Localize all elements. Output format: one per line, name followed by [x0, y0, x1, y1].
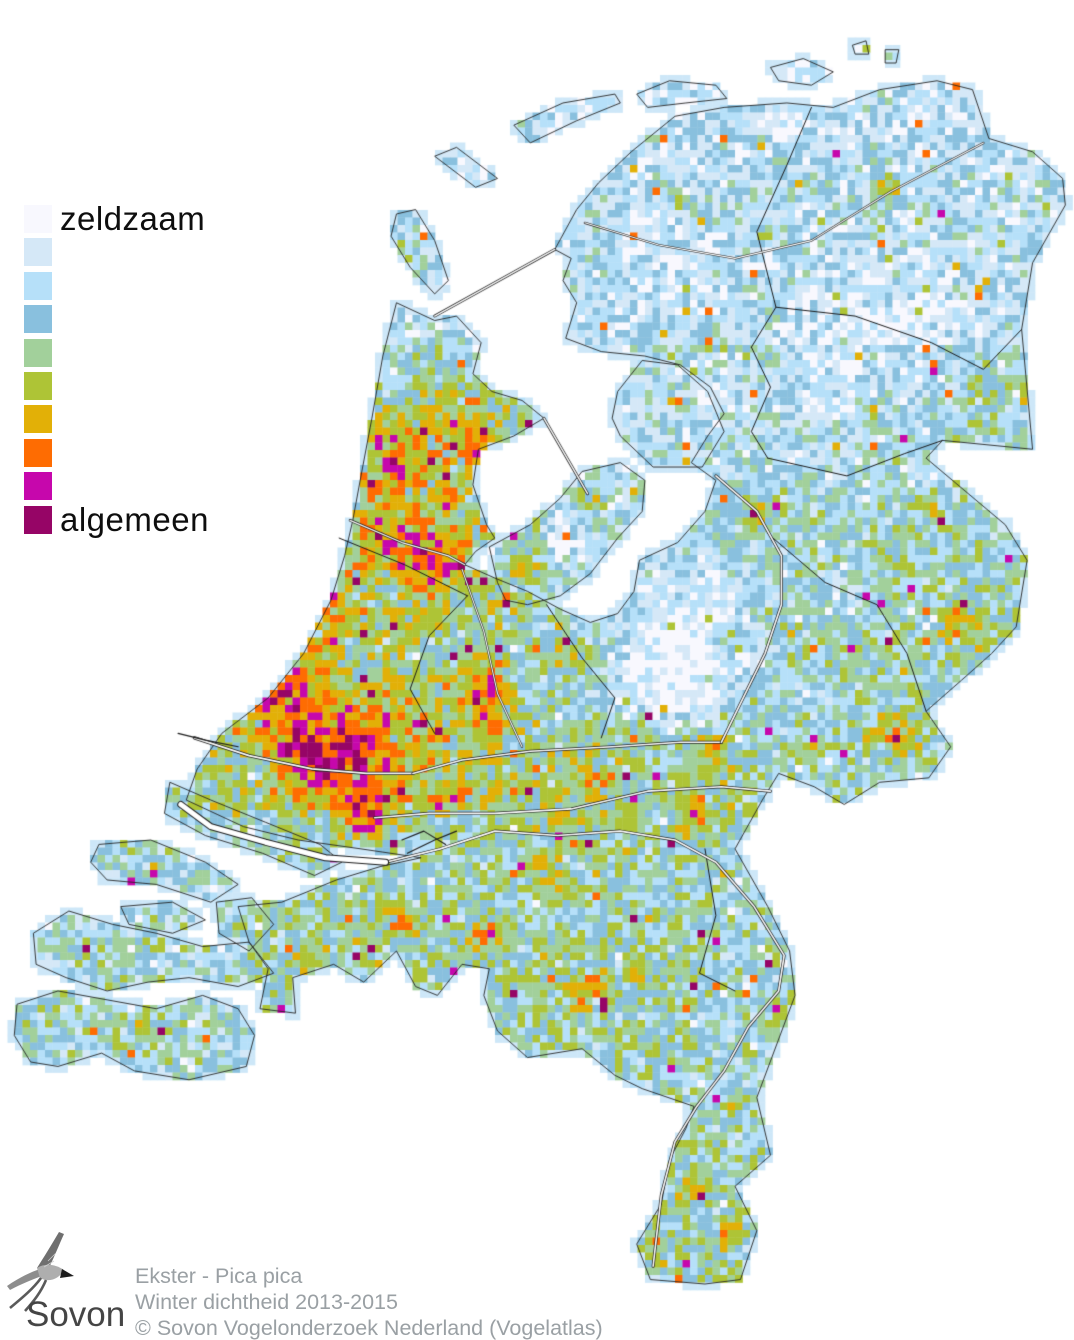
- sovon-logo-text: Sovon: [26, 1295, 126, 1334]
- legend-swatch-0: [24, 205, 52, 233]
- sovon-logo-bird-icon: [7, 1232, 74, 1312]
- legend-swatch-8: [24, 472, 52, 501]
- legend-swatch-2: [24, 271, 52, 300]
- legend-label-zeldzaam: zeldzaam: [60, 200, 206, 237]
- legend-swatch-4: [24, 338, 52, 367]
- legend-swatch-7: [24, 438, 52, 467]
- legend-swatch-1: [24, 238, 52, 267]
- copyright-line: © Sovon Vogelonderzoek Nederland (Vogela…: [135, 1316, 603, 1340]
- legend-swatch-6: [24, 405, 52, 434]
- map-footer: Ekster - Pica pica Winter dichtheid 2013…: [135, 1263, 603, 1340]
- legend-swatch-3: [24, 305, 52, 334]
- legend-swatch-9: [24, 505, 52, 534]
- legend-swatch-5: [24, 372, 52, 400]
- legend-label-algemeen: algemeen: [60, 500, 209, 538]
- map-subtitle: Winter dichtheid 2013-2015: [135, 1290, 398, 1314]
- species-title: Ekster - Pica pica: [135, 1264, 303, 1288]
